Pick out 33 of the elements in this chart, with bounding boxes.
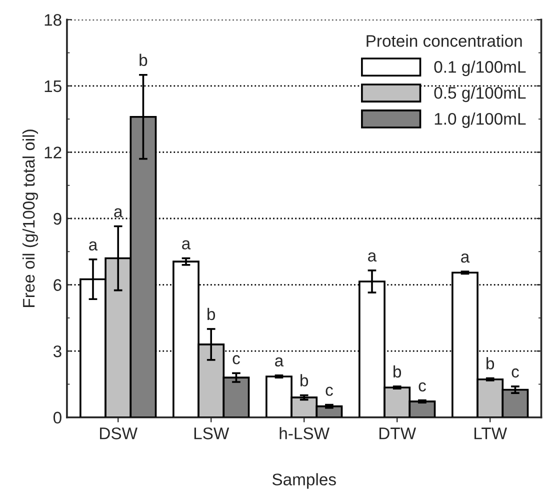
- x-tick-label: h-LSW: [280, 427, 330, 440]
- annotation: b: [394, 365, 402, 378]
- y-tick-label: 12: [44, 146, 62, 158]
- annotation: c: [232, 355, 240, 364]
- annotation: c: [418, 382, 426, 392]
- annotation: c: [512, 368, 519, 378]
- annotation: a: [461, 254, 470, 263]
- x-axis-title: Samples: [272, 473, 336, 489]
- x-tick-label: DTW: [380, 428, 416, 440]
- legend-title: Protein concentration: [366, 34, 522, 47]
- annotation: b: [486, 357, 494, 370]
- y-tick-label: 15: [44, 80, 62, 92]
- x-tick-label: DSW: [100, 428, 138, 440]
- annotation: a: [89, 241, 98, 251]
- annotation: c: [326, 386, 333, 396]
- annotation: a: [182, 240, 191, 250]
- x-tick-label: LTW: [474, 428, 508, 440]
- y-tick-label: 3: [53, 345, 62, 358]
- y-tick-label: 6: [54, 279, 62, 291]
- y-axis-title: Free oil (g/100g total oil): [22, 130, 38, 307]
- annotation: b: [140, 54, 148, 66]
- annotation: a: [275, 357, 284, 367]
- annotation: a: [368, 252, 377, 262]
- annotation: a: [114, 208, 123, 218]
- legend-label: 1.0 g/100mL: [434, 112, 526, 128]
- y-tick-label: 18: [44, 14, 62, 26]
- annotation: b: [208, 308, 216, 320]
- y-tick-label: 0: [53, 412, 62, 424]
- y-tick-label: 9: [54, 212, 62, 225]
- legend-label: 0.5 g/100mL: [434, 86, 526, 102]
- x-tick-label: LSW: [194, 428, 230, 440]
- legend-label: 0.1 g/100mL: [434, 60, 526, 76]
- annotation: b: [300, 374, 308, 386]
